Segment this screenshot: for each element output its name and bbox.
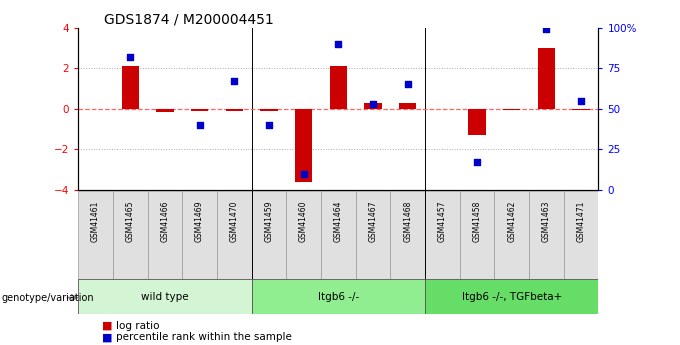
Bar [356,191,390,281]
Bar [295,109,312,181]
Text: Itgb6 -/-, TGFbeta+: Itgb6 -/-, TGFbeta+ [462,292,562,302]
Point [298,171,309,176]
Text: percentile rank within the sample: percentile rank within the sample [116,333,292,342]
Bar [564,191,598,281]
Bar [538,48,555,109]
Bar [321,191,356,281]
Point [402,81,413,87]
Text: genotype/variation: genotype/variation [1,294,94,303]
Text: GSM41457: GSM41457 [438,200,447,242]
Point [471,159,482,165]
Point [333,41,343,47]
Bar [260,109,277,111]
Bar [78,279,252,314]
Bar [182,191,217,281]
Text: GSM41462: GSM41462 [507,200,516,242]
Text: GSM41460: GSM41460 [299,200,308,242]
Text: GSM41461: GSM41461 [91,200,100,242]
Bar [529,191,564,281]
Text: wild type: wild type [141,292,189,302]
Point [228,78,239,84]
Bar [399,102,416,109]
Bar [286,191,321,281]
Text: GSM41468: GSM41468 [403,200,412,242]
Bar [573,109,590,110]
Point [263,122,274,128]
Text: ■: ■ [102,333,112,342]
Bar [252,191,286,281]
Text: GSM41465: GSM41465 [126,200,135,242]
Point [124,54,135,60]
Text: GSM41469: GSM41469 [195,200,204,242]
Point [541,27,551,32]
Text: Itgb6 -/-: Itgb6 -/- [318,292,359,302]
Text: GSM41463: GSM41463 [542,200,551,242]
Text: ■: ■ [102,321,112,331]
Point [575,98,586,103]
Bar [191,109,208,111]
Bar [503,109,520,110]
Point [194,122,205,128]
Point [367,101,378,107]
Bar [494,191,529,281]
Text: GDS1874 / M200004451: GDS1874 / M200004451 [104,12,274,27]
Text: GSM41466: GSM41466 [160,200,169,242]
Bar [122,66,139,109]
Bar [469,109,486,135]
Bar [460,191,494,281]
Bar [113,191,148,281]
Text: GSM41471: GSM41471 [577,200,585,242]
Text: log ratio: log ratio [116,321,159,331]
Text: GSM41464: GSM41464 [334,200,343,242]
Text: GSM41459: GSM41459 [265,200,273,242]
Text: GSM41470: GSM41470 [230,200,239,242]
Bar [425,279,598,314]
Bar [252,279,425,314]
Bar [78,191,113,281]
Text: GSM41458: GSM41458 [473,200,481,242]
Bar [425,191,460,281]
Bar [148,191,182,281]
Bar [364,102,381,109]
Bar [330,66,347,109]
Bar [226,109,243,111]
Bar [217,191,252,281]
Text: GSM41467: GSM41467 [369,200,377,242]
Bar [390,191,425,281]
Bar [156,109,173,112]
